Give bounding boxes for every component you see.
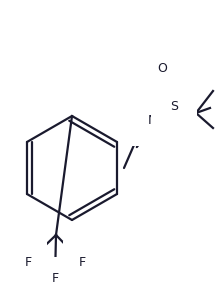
Text: N: N	[147, 114, 157, 128]
Text: O: O	[157, 61, 167, 74]
Text: F: F	[24, 255, 32, 269]
Text: F: F	[51, 271, 59, 285]
Text: S: S	[170, 100, 178, 114]
Text: F: F	[78, 255, 85, 269]
